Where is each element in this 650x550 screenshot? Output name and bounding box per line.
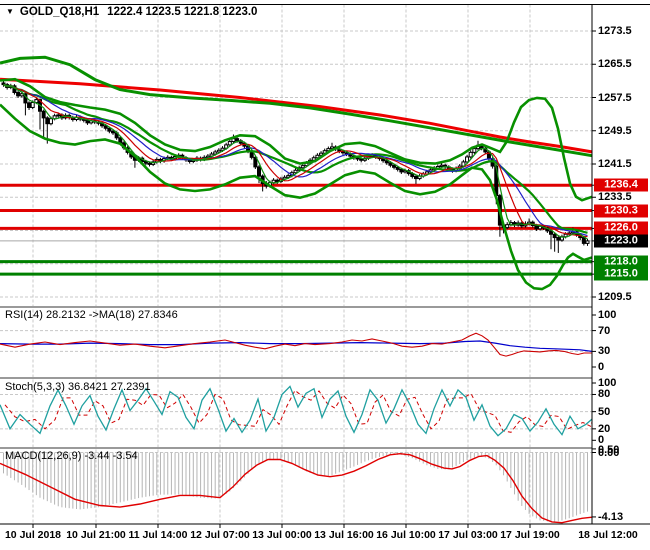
stoch-axis-label: 0 — [598, 434, 605, 447]
price-tick-label: 1273.5 — [598, 25, 632, 37]
stoch-axis-label: 100 — [598, 377, 617, 389]
price-badge-current: 1223.0 — [594, 234, 648, 248]
symbol-timeframe-label: GOLD_Q18,H1 — [19, 6, 100, 18]
rsi-axis-label: 0 — [598, 361, 605, 373]
time-axis-label: 12 Jul 07:00 — [190, 529, 250, 541]
price-badge-resistance: 1230.3 — [594, 204, 648, 218]
price-tick-label: 1265.5 — [598, 58, 632, 71]
price-badge-resistance: 1226.0 — [594, 221, 648, 235]
time-axis-label: 13 Jul 00:00 — [252, 529, 312, 541]
moving-averages — [3, 83, 588, 240]
time-axis-label: 16 Jul 10:00 — [376, 529, 436, 541]
price-tick-label: 1249.5 — [598, 124, 632, 137]
chart-title: ▼ GOLD_Q18,H1 1222.4 1223.5 1221.8 1223.0 — [6, 6, 257, 18]
macd-axis-label: 0.00 — [598, 446, 620, 459]
overlay-lines — [0, 55, 593, 158]
time-axis-label: 17 Jul 03:00 — [438, 529, 498, 541]
band-lines — [0, 77, 593, 291]
stochastic-panel — [0, 385, 593, 437]
macd-axis-label: 0.50 — [598, 444, 620, 456]
level-lines — [0, 183, 592, 276]
macd-axis-label: -4.13 — [598, 510, 624, 523]
rsi-axis-label: 30 — [598, 345, 611, 358]
price-tick-label: 1257.5 — [598, 91, 632, 104]
symbol-dropdown-icon[interactable]: ▼ — [6, 7, 14, 16]
price-badge-support: 1218.0 — [594, 255, 648, 269]
panel-frame — [0, 4, 650, 528]
rsi-axis-label: 100 — [598, 309, 617, 321]
price-tick-label: 1209.5 — [598, 291, 632, 303]
stoch-axis-label: 80 — [598, 388, 611, 401]
time-axis-label: 10 Jul 21:00 — [66, 529, 126, 541]
rsi-indicator-label: RSI(14) 28.2132 ->MA(18) 27.8346 — [5, 309, 178, 321]
macd-indicator-label: MACD(12,26,9) -3.44 -3.54 — [5, 450, 138, 462]
rsi-panel — [0, 332, 593, 357]
stoch-axis-label: 50 — [598, 405, 611, 418]
macd-panel — [0, 452, 593, 524]
stoch-indicator-label: Stoch(5,3,3) 36.8421 27.2391 — [5, 381, 151, 393]
gridlines — [0, 4, 592, 524]
price-tick-label: 1241.5 — [598, 158, 632, 170]
price-tick-label: 1233.5 — [598, 191, 632, 204]
price-badge-resistance: 1236.4 — [594, 178, 648, 192]
time-axis-label: 11 Jul 14:00 — [128, 529, 188, 541]
time-axis-label: 10 Jul 2018 — [4, 529, 62, 541]
price-badge-support: 1215.0 — [594, 267, 648, 281]
time-axis-label: 13 Jul 16:00 — [314, 529, 374, 541]
stoch-axis-label: 20 — [598, 422, 611, 435]
time-axis-label: 18 Jul 12:00 — [578, 529, 638, 541]
rsi-axis-label: 70 — [598, 324, 611, 337]
ohlc-values: 1222.4 1223.5 1221.8 1223.0 — [107, 6, 258, 18]
time-axis-label: 17 Jul 19:00 — [500, 529, 560, 541]
